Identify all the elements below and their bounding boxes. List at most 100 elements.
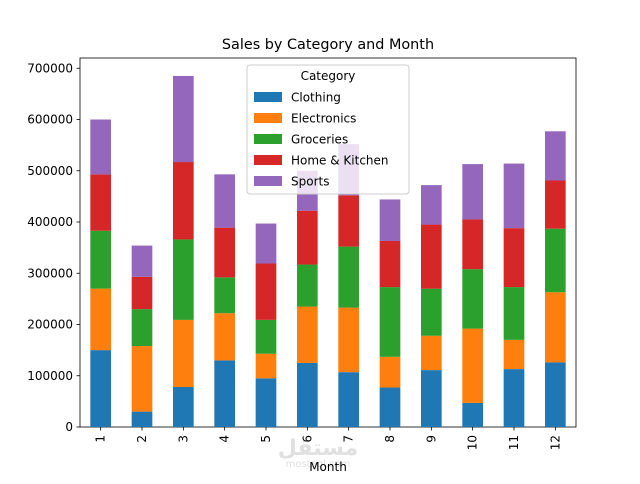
bar-segment-groceries-month-1 [90, 230, 111, 289]
bar-segment-clothing-month-4 [214, 360, 235, 428]
legend-label-groceries: Groceries [291, 133, 348, 147]
y-tick-label: 400000 [27, 215, 73, 229]
x-tick-label: 12 [548, 435, 562, 450]
bar-segment-electronics-month-1 [90, 288, 111, 351]
bar-segment-home-kitchen-month-2 [131, 276, 153, 310]
bar-segment-groceries-month-2 [131, 309, 153, 347]
watermark-latin: mostaql.com [286, 459, 351, 470]
bar-segment-groceries-month-7 [338, 246, 359, 308]
x-tick-label: 3 [176, 435, 190, 443]
bar-segment-groceries-month-9 [421, 288, 442, 336]
bar-segment-electronics-month-11 [503, 339, 525, 370]
bar-segment-electronics-month-12 [545, 292, 566, 363]
y-tick-label: 100000 [27, 369, 73, 383]
bar-segment-electronics-month-6 [297, 306, 318, 363]
bar-segment-clothing-month-8 [379, 387, 401, 427]
legend-label-home-kitchen: Home & Kitchen [291, 154, 389, 168]
x-axis-label: Month [309, 460, 347, 474]
bar-segment-home-kitchen-month-3 [173, 162, 194, 240]
bar-segment-clothing-month-11 [503, 369, 525, 427]
bar-segment-electronics-month-4 [214, 313, 235, 361]
chart-title: Sales by Category and Month [222, 37, 434, 53]
bar-segment-home-kitchen-month-1 [90, 174, 111, 231]
bar-segment-groceries-month-11 [503, 287, 525, 340]
x-tick-label: 7 [342, 435, 356, 443]
x-tick-label: 5 [259, 435, 273, 443]
x-tick-label: 1 [94, 435, 108, 443]
legend-box [246, 64, 410, 195]
bar-segment-home-kitchen-month-7 [338, 195, 359, 247]
bar-segment-clothing-month-1 [90, 350, 111, 428]
bar-segment-home-kitchen-month-4 [214, 227, 235, 278]
x-tick-label: 2 [135, 435, 149, 443]
bar-segment-home-kitchen-month-11 [503, 228, 525, 288]
y-tick-label: 500000 [27, 164, 73, 178]
bar-segment-sports-month-2 [131, 245, 153, 277]
bar-segment-sports-month-3 [173, 75, 194, 163]
y-tick-label: 300000 [27, 266, 73, 280]
legend-swatch-home-kitchen [254, 155, 282, 165]
legend: Category Clothing Electronics Groceries Home… [246, 64, 410, 195]
bar-segment-electronics-month-2 [131, 346, 153, 412]
bar-segment-sports-month-1 [90, 119, 111, 175]
x-tick-label: 8 [383, 435, 397, 443]
bar-segment-home-kitchen-month-5 [255, 263, 277, 320]
watermark-arabic: مستقل [278, 436, 358, 461]
bar-segment-electronics-month-5 [255, 353, 277, 379]
bar-segment-clothing-month-3 [173, 387, 194, 427]
y-tick-label: 600000 [27, 113, 73, 127]
x-tick-label: 4 [218, 435, 232, 443]
y-axis: 0 100000 200000 300000 400000 500000 600000 700… [27, 61, 80, 434]
bar-segment-sports-month-11 [503, 163, 525, 229]
bars-group [90, 75, 566, 428]
bar-segment-sports-month-4 [214, 174, 235, 228]
bar-segment-home-kitchen-month-12 [545, 180, 566, 229]
bar-segment-groceries-month-8 [379, 287, 401, 357]
x-tick-label: 9 [424, 435, 438, 443]
bar-segment-sports-month-12 [545, 131, 566, 181]
bar-segment-groceries-month-5 [255, 319, 277, 354]
x-tick-label: 6 [300, 435, 314, 443]
legend-swatch-clothing [254, 92, 282, 102]
legend-label-electronics: Electronics [291, 112, 356, 126]
legend-title: Category [301, 69, 356, 83]
legend-label-sports: Sports [291, 175, 329, 189]
bar-segment-clothing-month-12 [545, 362, 566, 427]
bar-segment-groceries-month-3 [173, 239, 194, 320]
bar-segment-clothing-month-2 [131, 411, 153, 428]
bar-segment-sports-month-5 [255, 223, 277, 264]
bar-segment-electronics-month-8 [379, 356, 401, 388]
y-tick-label: 200000 [27, 318, 73, 332]
x-tick-label: 11 [507, 435, 521, 450]
bar-segment-electronics-month-3 [173, 319, 194, 388]
bar-segment-clothing-month-5 [255, 378, 277, 427]
plot-area [79, 57, 577, 428]
bar-segment-groceries-month-10 [462, 269, 483, 329]
bar-segment-clothing-month-6 [297, 362, 318, 427]
legend-swatch-sports [254, 176, 282, 186]
bar-segment-clothing-month-7 [338, 372, 359, 427]
legend-swatch-electronics [254, 113, 282, 123]
bar-segment-groceries-month-6 [297, 264, 318, 307]
bar-segment-sports-month-9 [421, 185, 442, 225]
bar-segment-home-kitchen-month-8 [379, 240, 401, 288]
bar-segment-clothing-month-10 [462, 402, 483, 427]
legend-label-clothing: Clothing [291, 91, 341, 105]
x-axis: 1 2 3 4 5 6 7 8 9 10 11 12 [94, 427, 562, 450]
y-tick-label: 700000 [27, 61, 73, 75]
bar-segment-home-kitchen-month-10 [462, 219, 483, 270]
watermark: مستقل mostaql.com [278, 436, 358, 470]
x-tick-label: 10 [466, 435, 480, 450]
bar-segment-sports-month-10 [462, 164, 483, 220]
bar-segment-home-kitchen-month-6 [297, 210, 318, 265]
bar-segment-groceries-month-12 [545, 228, 566, 293]
bar-segment-home-kitchen-month-9 [421, 224, 442, 289]
plot-frame [79, 57, 577, 428]
legend-swatch-groceries [254, 134, 282, 144]
bar-segment-groceries-month-4 [214, 277, 235, 314]
bar-segment-electronics-month-10 [462, 328, 483, 403]
bar-segment-sports-month-8 [379, 199, 401, 241]
bar-segment-clothing-month-9 [421, 370, 442, 427]
y-tick-label: 0 [65, 420, 73, 434]
